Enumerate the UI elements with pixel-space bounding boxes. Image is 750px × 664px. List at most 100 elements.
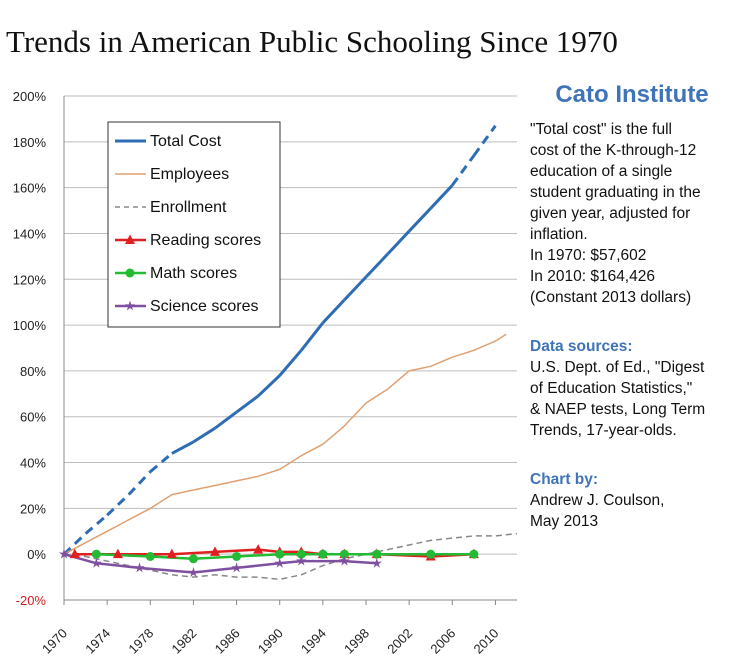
description-line: "Total cost" is the full bbox=[530, 121, 672, 138]
total-cost-line bbox=[84, 514, 109, 535]
reading-scores-point bbox=[210, 546, 220, 556]
x-tick-label: 1986 bbox=[212, 626, 243, 657]
total-cost-line bbox=[257, 374, 281, 398]
science-scores-point bbox=[91, 557, 102, 568]
math-scores-point bbox=[275, 549, 285, 559]
legend-label: Total Cost bbox=[150, 133, 222, 150]
total-cost-line bbox=[429, 184, 454, 210]
description-line: student graduating in the bbox=[530, 184, 701, 201]
legend-marker-math-scores bbox=[125, 268, 135, 278]
reading-scores-point bbox=[69, 548, 80, 559]
y-tick-label: -20% bbox=[16, 593, 47, 608]
legend-marker-reading-scores bbox=[125, 234, 135, 244]
credit-line: Andrew J. Coulson, bbox=[530, 492, 665, 509]
total-cost-line bbox=[386, 230, 411, 256]
math-scores-point bbox=[469, 549, 479, 559]
total-cost-line bbox=[343, 275, 368, 301]
legend-label: Math scores bbox=[150, 265, 237, 282]
science-scores-point bbox=[188, 567, 199, 577]
reading-scores-point bbox=[112, 548, 123, 559]
science-scores-point bbox=[134, 562, 145, 573]
y-tick-label: 160% bbox=[13, 181, 47, 196]
description-line: (Constant 2013 dollars) bbox=[530, 289, 692, 306]
reading-scores-point bbox=[253, 544, 264, 554]
legend-label: Reading scores bbox=[150, 232, 261, 249]
description: "Total cost" is the full cost of the K-th… bbox=[530, 119, 748, 308]
employees-line bbox=[63, 333, 507, 555]
chart-title: Trends in American Public Schooling Sinc… bbox=[6, 24, 618, 59]
total-cost-line bbox=[192, 426, 216, 444]
y-tick-label: 140% bbox=[13, 226, 47, 241]
credit-text: Andrew J. Coulson, May 2013 bbox=[530, 490, 748, 532]
y-tick-label: 80% bbox=[20, 364, 46, 379]
math-scores-point bbox=[426, 549, 436, 559]
description-line: education of a single bbox=[530, 163, 673, 180]
x-tick-label: 1974 bbox=[82, 626, 113, 657]
y-tick-label: 180% bbox=[13, 135, 47, 150]
sources-text: U.S. Dept. of Ed., "Digest of Education S… bbox=[530, 357, 748, 441]
total-cost-line bbox=[321, 298, 346, 324]
total-cost-line bbox=[364, 253, 389, 279]
math-scores-point bbox=[232, 551, 242, 561]
total-cost-line bbox=[214, 410, 238, 430]
science-scores-point bbox=[231, 562, 242, 573]
y-tick-label: 120% bbox=[13, 272, 47, 287]
sources-heading: Data sources: bbox=[530, 338, 633, 355]
math-scores-point bbox=[145, 551, 155, 561]
math-scores-point bbox=[318, 549, 328, 559]
sidebar: Cato Institute "Total cost" is the full c… bbox=[530, 83, 748, 532]
axes bbox=[63, 96, 517, 605]
math-scores-point bbox=[188, 554, 198, 564]
legend-label: Enrollment bbox=[150, 199, 227, 216]
x-tick-labels: 1970 1974 1978 1982 1986 1990 1994 1998 2002 2006… bbox=[39, 626, 501, 657]
description-line: inflation. bbox=[530, 226, 588, 243]
science-scores-point bbox=[58, 548, 70, 559]
total-cost-line bbox=[106, 493, 130, 517]
total-cost-line bbox=[408, 207, 432, 233]
math-scores-point bbox=[372, 549, 382, 559]
legend-box bbox=[107, 121, 281, 328]
x-tick-label: 1998 bbox=[341, 626, 372, 657]
x-tick-label: 1982 bbox=[168, 626, 199, 657]
y-tick-label: 20% bbox=[20, 501, 46, 516]
total-cost-line bbox=[149, 452, 173, 473]
series-markers bbox=[58, 544, 479, 577]
description-line: cost of the K-through-12 bbox=[530, 142, 697, 159]
y-tick-label: 100% bbox=[13, 318, 47, 333]
total-cost-line bbox=[472, 124, 497, 157]
math-scores-point bbox=[296, 549, 306, 559]
credit-line: May 2013 bbox=[530, 513, 599, 530]
total-cost-line bbox=[62, 532, 87, 556]
legend-label: Science scores bbox=[150, 298, 259, 315]
legend-label: Employees bbox=[150, 166, 229, 183]
description-line: In 1970: $57,602 bbox=[530, 247, 647, 264]
y-tick-label: 0% bbox=[27, 547, 46, 562]
x-tick-label: 1978 bbox=[125, 626, 156, 657]
math-scores-point bbox=[339, 549, 349, 559]
enrollment-line bbox=[63, 532, 518, 581]
x-tick-label: 1994 bbox=[298, 626, 329, 657]
legend: Total Cost Employees Enrollment Reading sco… bbox=[107, 121, 281, 328]
total-cost-line bbox=[235, 394, 259, 414]
total-cost-line bbox=[451, 154, 476, 187]
reading-scores-point bbox=[166, 548, 177, 559]
sources-line: of Education Statistics," bbox=[530, 380, 693, 397]
sources-line: & NAEP tests, Long Term bbox=[530, 401, 706, 418]
total-cost-line bbox=[171, 440, 195, 455]
description-line: given year, adjusted for bbox=[530, 205, 691, 222]
x-tick-label: 2010 bbox=[470, 626, 501, 657]
science-scores-point bbox=[274, 557, 285, 568]
y-tick-label: 200% bbox=[13, 89, 47, 104]
sources-line: U.S. Dept. of Ed., "Digest bbox=[530, 359, 705, 376]
y-tick-labels: -20% 0% 20% 40% 60% 80% 100% 120% 140% 160% 180% 20… bbox=[13, 89, 47, 608]
total-cost-line bbox=[300, 321, 325, 352]
science-scores-point bbox=[371, 557, 382, 568]
math-scores-point bbox=[91, 549, 101, 559]
x-tick-label: 1970 bbox=[39, 626, 70, 657]
sources-line: Trends, 17-year-olds. bbox=[530, 422, 677, 439]
science-scores-point bbox=[339, 555, 350, 566]
legend-marker-science-scores bbox=[124, 300, 136, 311]
org-name: Cato Institute bbox=[555, 81, 709, 108]
x-tick-label: 2002 bbox=[384, 626, 415, 657]
